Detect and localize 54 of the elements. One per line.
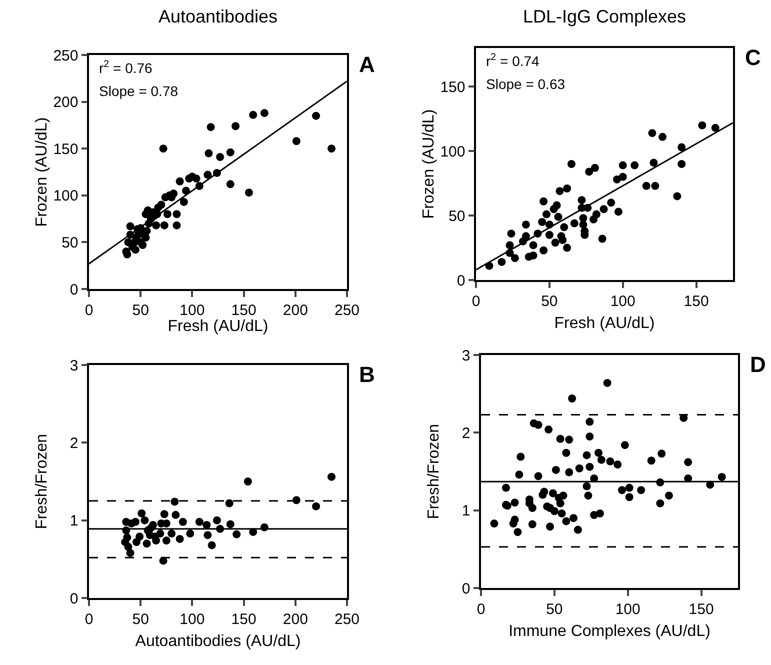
- x-tick-label: 0: [84, 610, 94, 628]
- y-tick-label: 150: [440, 78, 466, 96]
- text: B: [359, 362, 375, 387]
- y-tick-label: 200: [53, 94, 78, 112]
- y-tick-label: 2: [462, 424, 470, 442]
- x-tick-label: 100: [610, 292, 636, 310]
- y-tick-label: 0: [462, 580, 470, 598]
- text: C: [745, 45, 761, 70]
- y-tick-label: 250: [53, 47, 78, 64]
- x-tick-label: 50: [132, 302, 149, 319]
- x-tick-label: 250: [334, 610, 360, 628]
- y-tick-label: 2: [70, 434, 78, 452]
- x-tick-label: 150: [684, 292, 709, 310]
- x-tick-label: 150: [231, 610, 256, 628]
- x-tick-label: 0: [476, 600, 486, 618]
- y-tick-label: 3: [70, 357, 78, 374]
- y-axis-title: Fresh/Frozen: [34, 434, 50, 530]
- x-tick-label: 50: [541, 292, 558, 310]
- x-axis-title: Fresh (AU/dL): [168, 318, 268, 335]
- y-tick-label: 150: [53, 140, 78, 158]
- annotation: Slope = 0.63: [486, 76, 566, 92]
- x-tick-label: 150: [688, 600, 714, 618]
- y-tick-label: 50: [62, 234, 78, 252]
- chart-title: Autoantibodies: [158, 6, 278, 27]
- x-axis-title: Immune Complexes (AU/dL): [508, 622, 710, 640]
- x-tick-label: 100: [615, 600, 640, 618]
- x-tick-label: 250: [334, 302, 360, 319]
- annotation: r$^{2}$ = 0.74: [486, 52, 540, 69]
- y-axis-title: Fresh/Frozen: [426, 424, 442, 520]
- x-tick-label: 150: [231, 302, 256, 319]
- x-tick-label: 50: [132, 610, 149, 628]
- y-tick-label: 1: [462, 502, 470, 520]
- x-tick-label: 50: [546, 600, 563, 618]
- y-tick-label: 3: [462, 347, 470, 364]
- x-tick-label: 200: [282, 610, 308, 628]
- x-axis-title: Autoantibodies (AU/dL): [135, 632, 301, 650]
- annotation: r$^{2}$ = 0.76: [99, 59, 153, 76]
- annotation: Slope = 0.78: [99, 83, 178, 99]
- text: A: [359, 52, 375, 77]
- y-axis-title: Frozen (AU/dL): [420, 109, 438, 219]
- y-tick-label: 100: [440, 143, 466, 160]
- y-tick-label: 100: [53, 188, 78, 205]
- x-axis-title: Fresh (AU/dL): [554, 314, 655, 332]
- x-tick-label: 100: [180, 610, 205, 628]
- x-tick-label: 200: [282, 302, 308, 319]
- x-tick-label: 0: [84, 302, 94, 319]
- text: D: [750, 352, 766, 377]
- y-tick-label: 0: [70, 281, 78, 298]
- y-tick-label: 50: [448, 208, 466, 225]
- chart-title: LDL-IgG Complexes: [522, 6, 686, 27]
- y-tick-label: 1: [70, 512, 78, 530]
- y-tick-label: 0: [456, 272, 466, 290]
- x-tick-label: 100: [180, 302, 205, 319]
- y-axis-title: Frozen (AU/dL): [34, 117, 50, 227]
